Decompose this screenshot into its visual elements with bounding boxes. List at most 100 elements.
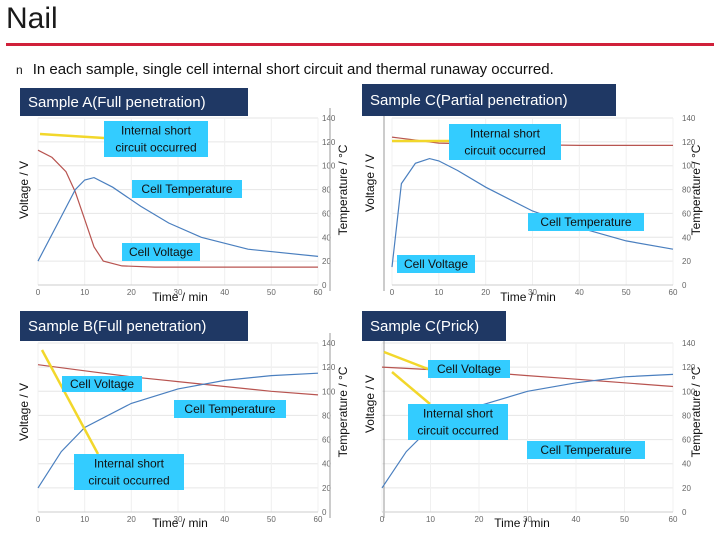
x-tick-label: 0 xyxy=(390,288,395,297)
callout-box xyxy=(174,400,286,418)
callout-arrow xyxy=(39,132,105,140)
callout-label: Internal short circuit occurred xyxy=(88,457,169,488)
bullet-text: In each sample, single cell internal sho… xyxy=(32,61,554,78)
x-tick-label: 30 xyxy=(523,515,532,524)
x-tick-label: 30 xyxy=(528,288,537,297)
panel-header-bg xyxy=(362,84,616,116)
callout-box xyxy=(62,376,142,392)
x-axis-title: Time / min xyxy=(152,516,208,530)
y-tick-label: 0 xyxy=(682,508,687,517)
callout-box xyxy=(527,441,645,459)
y-tick-label: 80 xyxy=(322,411,331,420)
y-tick-label: 40 xyxy=(322,233,331,242)
callout-box xyxy=(397,255,475,273)
callout-label: Cell Temperature xyxy=(540,215,631,229)
y-axis-title-left: Voltage / V xyxy=(17,161,31,219)
y-axis-title-right: Temperature / °C xyxy=(336,366,350,457)
y-tick-label: 40 xyxy=(682,460,691,469)
y-axis-title-left: Voltage / V xyxy=(17,383,31,441)
y-axis-title-right: Temperature / °C xyxy=(689,366,703,457)
x-tick-label: 20 xyxy=(127,288,136,297)
y-axis-title-right: Temperature / °C xyxy=(689,144,703,235)
callout-arrow xyxy=(391,371,431,405)
y-tick-label: 60 xyxy=(322,436,331,445)
callout-label: Cell Voltage xyxy=(404,257,468,271)
y-tick-label: 140 xyxy=(682,114,696,123)
slide-title: Nail xyxy=(6,2,58,35)
callout-label: Cell Voltage xyxy=(437,362,501,376)
x-tick-label: 40 xyxy=(220,288,229,297)
y-tick-label: 100 xyxy=(322,387,336,396)
series-line-cell-temperature xyxy=(381,373,674,489)
callout-label: Cell Temperature xyxy=(540,443,631,457)
y-tick-label: 60 xyxy=(322,209,331,218)
x-axis-title: Time / min xyxy=(494,516,550,530)
y-tick-label: 20 xyxy=(322,484,331,493)
callout-label: Cell Temperature xyxy=(184,402,275,416)
x-tick-label: 50 xyxy=(620,515,629,524)
title-rule xyxy=(6,43,714,46)
series-line-cell-voltage xyxy=(37,364,319,396)
x-tick-label: 30 xyxy=(174,288,183,297)
y-tick-label: 140 xyxy=(322,114,336,123)
bullet-marker: n xyxy=(16,63,23,77)
x-tick-label: 0 xyxy=(380,515,385,524)
callout-box xyxy=(528,213,644,231)
x-tick-label: 30 xyxy=(174,515,183,524)
panel-header-bg xyxy=(20,88,248,116)
y-tick-label: 20 xyxy=(682,484,691,493)
x-tick-label: 60 xyxy=(669,288,678,297)
x-tick-label: 20 xyxy=(127,515,136,524)
x-tick-label: 60 xyxy=(314,515,323,524)
y-tick-label: 40 xyxy=(322,460,331,469)
series-line-cell-voltage xyxy=(37,149,318,268)
y-tick-label: 140 xyxy=(322,339,336,348)
callout-arrow xyxy=(40,349,100,455)
y-tick-label: 20 xyxy=(682,257,691,266)
y-tick-label: 100 xyxy=(322,162,336,171)
series-line-cell-temperature xyxy=(37,176,319,262)
panel-header-title: Sample C(Partial penetration) xyxy=(370,92,568,109)
callout-label: Cell Voltage xyxy=(70,377,134,391)
x-tick-label: 20 xyxy=(475,515,484,524)
callout-box xyxy=(104,121,208,157)
x-tick-label: 50 xyxy=(267,515,276,524)
x-tick-label: 50 xyxy=(267,288,276,297)
x-tick-label: 10 xyxy=(80,515,89,524)
x-axis-title: Time / min xyxy=(152,290,208,304)
y-tick-label: 140 xyxy=(682,339,696,348)
callout-label: Internal short circuit occurred xyxy=(464,127,545,158)
y-axis-title-right: Temperature / °C xyxy=(336,144,350,235)
y-tick-label: 120 xyxy=(322,138,336,147)
x-tick-label: 0 xyxy=(36,515,41,524)
callout-box xyxy=(428,360,510,378)
panel-header-bg xyxy=(362,311,506,341)
x-tick-label: 40 xyxy=(572,515,581,524)
series-line-cell-temperature xyxy=(37,372,319,489)
callout-box xyxy=(449,124,561,160)
y-tick-label: 120 xyxy=(322,363,336,372)
y-tick-label: 80 xyxy=(322,186,331,195)
callout-arrow xyxy=(383,350,429,371)
y-tick-label: 60 xyxy=(682,209,691,218)
panel-header-title: Sample A(Full penetration) xyxy=(28,94,206,111)
x-axis-title: Time / min xyxy=(500,290,556,304)
y-tick-label: 80 xyxy=(682,186,691,195)
x-tick-label: 10 xyxy=(434,288,443,297)
callout-label: Cell Temperature xyxy=(141,182,232,196)
y-tick-label: 100 xyxy=(682,387,696,396)
panel-header-bg xyxy=(20,311,248,341)
y-tick-label: 0 xyxy=(322,281,327,290)
callout-label: Cell Voltage xyxy=(129,245,193,259)
panel-header-title: Sample C(Prick) xyxy=(370,318,479,335)
y-tick-label: 0 xyxy=(322,508,327,517)
x-tick-label: 60 xyxy=(669,515,678,524)
series-line-cell-temperature xyxy=(391,157,674,268)
callout-label: Internal short circuit occurred xyxy=(417,407,498,438)
callout-box xyxy=(74,454,184,490)
y-tick-label: 40 xyxy=(682,233,691,242)
y-tick-label: 100 xyxy=(682,162,696,171)
x-tick-label: 0 xyxy=(36,288,41,297)
y-axis-title-left: Voltage / V xyxy=(363,375,377,433)
